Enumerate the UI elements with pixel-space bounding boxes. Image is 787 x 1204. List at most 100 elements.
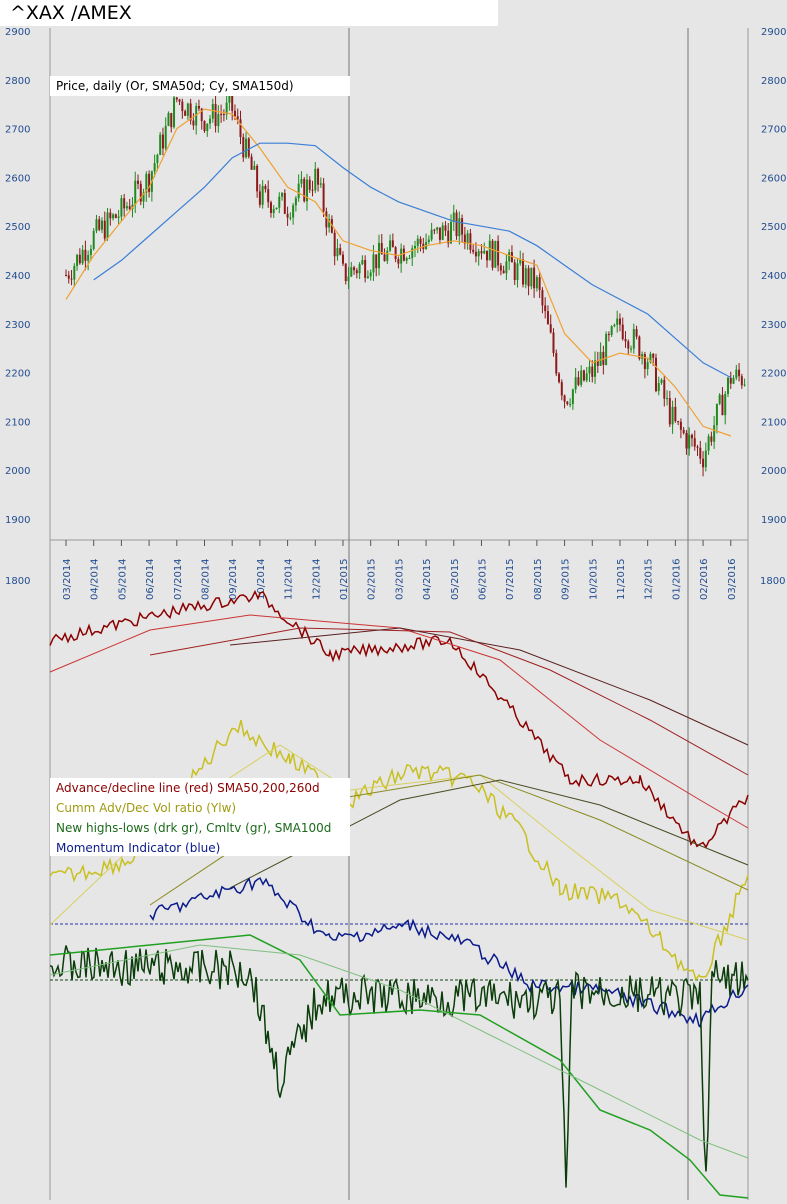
candle-body xyxy=(674,406,677,422)
candle-body xyxy=(508,252,511,262)
nhl-legend: New highs-lows (drk gr), Cmltv (gr), SMA… xyxy=(50,818,350,838)
price-tick-right: 1900 xyxy=(761,515,786,526)
candle-body xyxy=(740,376,743,386)
x-tick-label: 03/2015 xyxy=(394,558,405,600)
candle-body xyxy=(383,254,386,262)
candle-body xyxy=(483,250,486,254)
candle-body xyxy=(394,247,397,260)
price-tick-left: 2400 xyxy=(5,271,30,282)
price-tick-left: 2600 xyxy=(5,173,30,184)
candle-body xyxy=(289,217,292,219)
candle-body xyxy=(682,429,685,434)
candle-body xyxy=(624,339,627,342)
candle-body xyxy=(250,156,253,170)
candle-body xyxy=(261,185,264,205)
candle-body xyxy=(225,102,228,115)
candle-body xyxy=(630,348,633,350)
candle-body xyxy=(325,211,328,228)
candle-body xyxy=(402,248,405,261)
candle-body xyxy=(704,450,707,468)
candle-body xyxy=(450,221,453,244)
candle-body xyxy=(441,225,444,240)
price-tick-right: 2400 xyxy=(761,271,786,282)
candle-body xyxy=(269,202,272,213)
candle-body xyxy=(663,379,666,399)
x-tick-label: 02/2015 xyxy=(367,558,378,600)
candle-body xyxy=(380,242,383,255)
candle-body xyxy=(386,250,389,262)
candle-body xyxy=(533,267,536,289)
candle-body xyxy=(89,248,92,255)
candle-body xyxy=(569,403,572,405)
candle-body xyxy=(419,238,422,244)
candle-body xyxy=(181,101,184,112)
candle-body xyxy=(275,207,278,210)
candle-body xyxy=(125,206,128,209)
candle-body xyxy=(710,436,713,442)
candle-body xyxy=(430,229,433,240)
candle-body xyxy=(209,118,212,124)
candle-body xyxy=(267,189,270,203)
candle-body xyxy=(333,232,336,257)
candle-body xyxy=(405,258,408,261)
candle-body xyxy=(679,421,682,430)
candle-body xyxy=(375,254,378,269)
candle-body xyxy=(519,259,522,264)
candle-body xyxy=(314,168,317,191)
candle-body xyxy=(78,254,81,264)
candle-body xyxy=(735,369,738,378)
candle-body xyxy=(668,398,671,425)
candle-body xyxy=(535,277,538,289)
candle-body xyxy=(577,377,580,385)
candle-body xyxy=(713,425,716,442)
candle-body xyxy=(103,220,106,239)
candle-body xyxy=(438,227,441,240)
candle-body xyxy=(341,254,344,264)
candle-body xyxy=(350,267,353,277)
x-tick-label: 12/2014 xyxy=(311,558,322,600)
candle-body xyxy=(444,225,447,231)
new-highs-lows-line xyxy=(49,945,749,1188)
candle-body xyxy=(65,275,67,276)
candle-body xyxy=(81,249,84,264)
price-tick-left: 2100 xyxy=(5,417,30,428)
candle-body xyxy=(239,119,242,138)
price-tick-right: 2300 xyxy=(761,320,786,331)
price-tick-left: 2000 xyxy=(5,466,30,477)
candle-body xyxy=(98,219,101,230)
candle-body xyxy=(292,205,295,218)
candle-body xyxy=(688,434,691,449)
x-tick-label: 09/2015 xyxy=(561,558,572,600)
candle-body xyxy=(294,198,297,206)
candle-body xyxy=(95,219,98,231)
candle-body xyxy=(319,183,322,185)
ad-line xyxy=(49,589,749,849)
candle-body xyxy=(300,178,303,184)
candle-body xyxy=(707,436,710,451)
candle-body xyxy=(414,245,416,249)
candle-body xyxy=(436,227,439,230)
candle-body xyxy=(361,260,364,265)
candle-body xyxy=(84,249,87,261)
candle-body xyxy=(618,318,621,325)
candle-body xyxy=(538,277,541,291)
candle-body xyxy=(339,248,342,255)
candle-body xyxy=(355,270,358,274)
price-tick-left: 2800 xyxy=(5,76,30,87)
x-axis-ticks: 03/2014 04/2014 05/2014 06/2014 07/2014 08/20… xyxy=(62,540,738,600)
candle-body xyxy=(594,360,597,377)
candle-body xyxy=(474,251,477,257)
candle-body xyxy=(408,258,411,260)
candle-body xyxy=(195,105,198,126)
candle-body xyxy=(366,276,369,278)
candle-body xyxy=(477,251,480,257)
candle-body xyxy=(214,104,217,127)
candle-body xyxy=(236,116,239,120)
x-tick-label: 02/2016 xyxy=(699,558,710,600)
candle-body xyxy=(522,259,525,285)
candle-body xyxy=(189,103,192,121)
candle-body xyxy=(170,113,173,128)
candle-body xyxy=(654,357,657,392)
candle-body xyxy=(502,270,505,274)
x-tick-label: 07/2014 xyxy=(173,558,184,600)
